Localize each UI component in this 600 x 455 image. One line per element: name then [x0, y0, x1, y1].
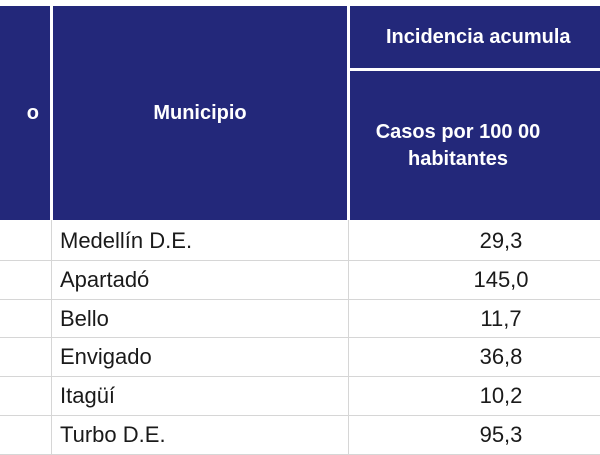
- header-cell-municipio: Municipio: [53, 6, 347, 220]
- header-cell-incidencia: Incidencia acumula: [350, 6, 600, 68]
- cell-casos: 29,3: [479, 228, 523, 253]
- header-casos-line1: Casos por 100 00: [375, 120, 541, 143]
- cell-municipio: Apartadó: [60, 267, 150, 292]
- cell-municipio: Medellín D.E.: [60, 228, 193, 253]
- cell-municipio: Turbo D.E.: [60, 422, 166, 447]
- row-divider: [0, 299, 600, 300]
- header-cell-left: o: [0, 6, 50, 220]
- header-casos-line2: habitantes: [407, 147, 509, 170]
- row-divider: [0, 376, 600, 377]
- cell-municipio: Envigado: [60, 344, 152, 369]
- header-municipio-label: Municipio: [153, 101, 247, 124]
- cell-municipio: Itagüí: [60, 383, 116, 408]
- header-left-fragment: o: [26, 101, 39, 124]
- row-divider: [0, 337, 600, 338]
- row-divider: [0, 415, 600, 416]
- header-incidencia-label: Incidencia acumula: [386, 25, 571, 48]
- cell-casos: 10,2: [479, 383, 523, 408]
- header-casos-label: Casos por 100 00 habitantes: [362, 119, 600, 173]
- row-divider: [0, 260, 600, 261]
- cell-municipio: Bello: [60, 306, 109, 331]
- header-cell-casos: Casos por 100 00 habitantes: [350, 71, 600, 220]
- cell-casos: 36,8: [479, 344, 523, 369]
- cell-casos: 145,0: [473, 267, 529, 292]
- cell-casos: 95,3: [479, 422, 523, 447]
- cell-casos: 11,7: [480, 306, 522, 331]
